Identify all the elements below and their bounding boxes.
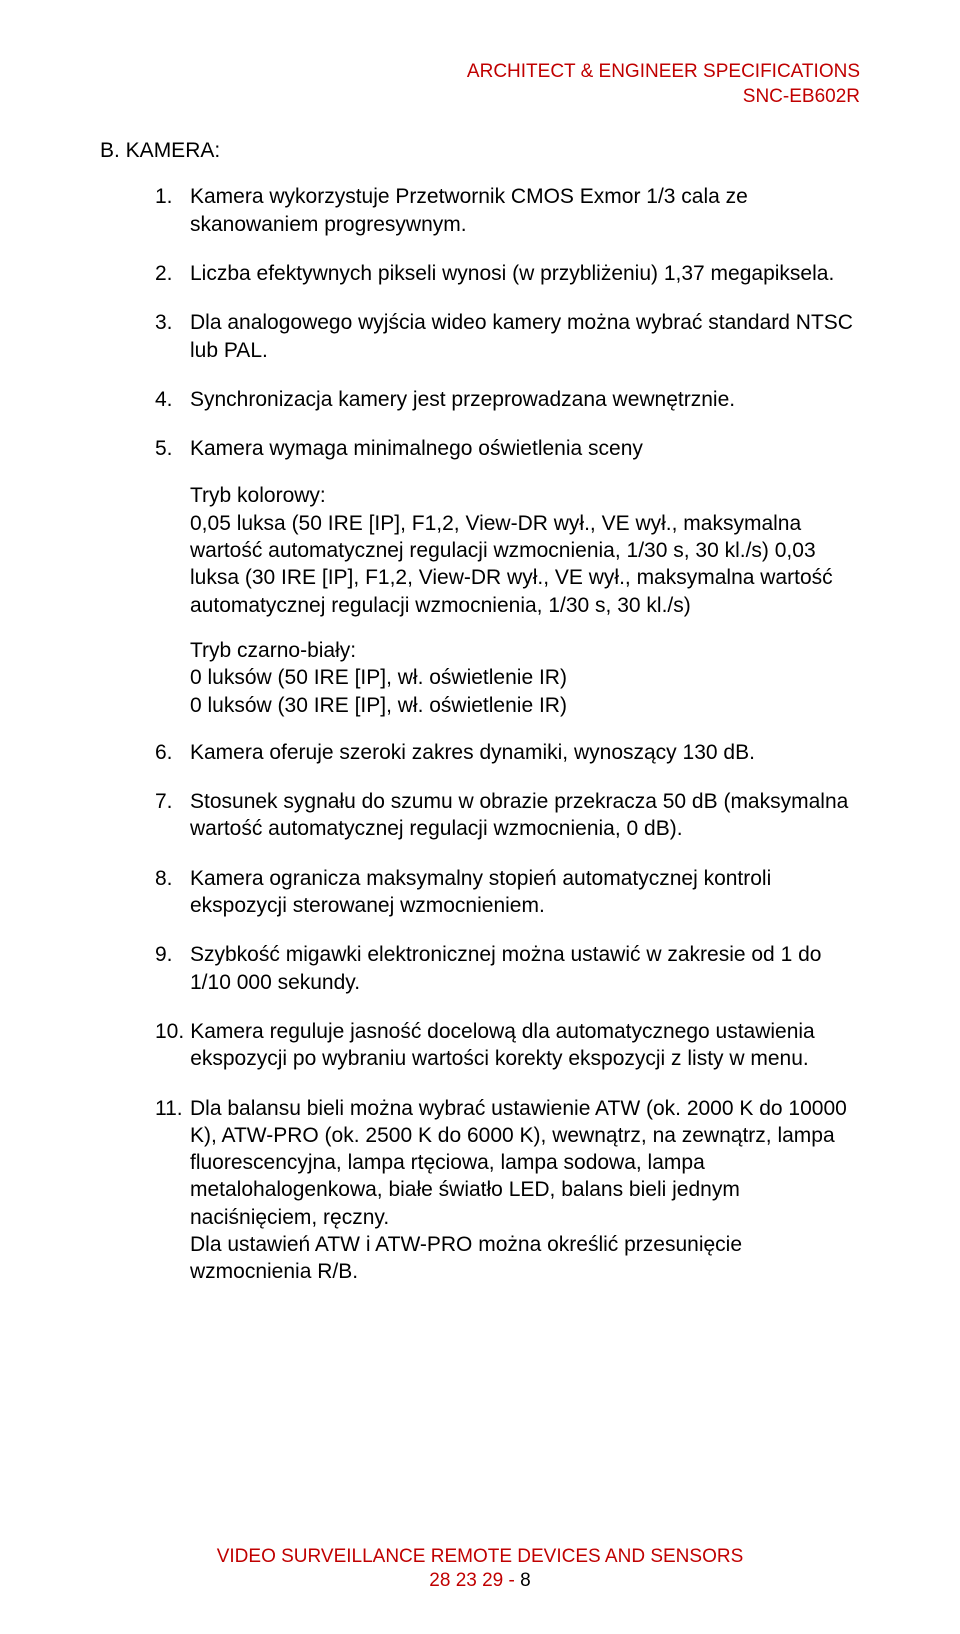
list-num: 9. [155,941,190,996]
list-item: 3. Dla analogowego wyjścia wideo kamery … [155,309,860,364]
list-text: Liczba efektywnych pikseli wynosi (w prz… [190,260,860,287]
list-item: 7. Stosunek sygnału do szumu w obrazie p… [155,788,860,843]
color-mode-label: Tryb kolorowy: [190,482,860,509]
item5-sub: Tryb kolorowy: 0,05 luksa (50 IRE [IP], … [190,482,860,718]
list-item: 2. Liczba efektywnych pikseli wynosi (w … [155,260,860,287]
item5-intro: Kamera wymaga minimalnego oświetlenia sc… [190,435,860,462]
list-num: 6. [155,739,190,766]
list-num: 10. [155,1018,190,1073]
footer-prefix: 28 23 29 - [429,1570,520,1591]
list-text: Szybkość migawki elektronicznej można us… [190,941,860,996]
header-spec: ARCHITECT & ENGINEER SPECIFICATIONS SNC-… [100,60,860,109]
spec-list: 1. Kamera wykorzystuje Przetwornik CMOS … [100,183,860,1285]
footer: VIDEO SURVEILLANCE REMOTE DEVICES AND SE… [0,1545,960,1594]
list-num: 3. [155,309,190,364]
list-item: 11. Dla balansu bieli można wybrać ustaw… [155,1095,860,1286]
bw-mode-label: Tryb czarno-biały: [190,637,860,664]
list-num: 4. [155,386,190,413]
header-line1: ARCHITECT & ENGINEER SPECIFICATIONS [100,60,860,85]
list-item: 8. Kamera ogranicza maksymalny stopień a… [155,865,860,920]
list-text: Kamera reguluje jasność docelową dla aut… [190,1018,860,1073]
list-item: 5. Kamera wymaga minimalnego oświetlenia… [155,435,860,739]
list-text: Kamera oferuje szeroki zakres dynamiki, … [190,739,860,766]
list-num: 7. [155,788,190,843]
bw-mode-block: Tryb czarno-biały: 0 luksów (50 IRE [IP]… [190,637,860,719]
list-item: 4. Synchronizacja kamery jest przeprowad… [155,386,860,413]
list-item: 9. Szybkość migawki elektronicznej można… [155,941,860,996]
list-text: Kamera ogranicza maksymalny stopień auto… [190,865,860,920]
color-mode-block: Tryb kolorowy: 0,05 luksa (50 IRE [IP], … [190,482,860,618]
list-num: 8. [155,865,190,920]
list-text: Dla balansu bieli można wybrać ustawieni… [190,1095,860,1286]
header-line2: SNC-EB602R [100,85,860,110]
list-item: 10. Kamera reguluje jasność docelową dla… [155,1018,860,1073]
section-title: B. KAMERA: [100,139,860,163]
list-num: 1. [155,183,190,238]
list-item: 1. Kamera wykorzystuje Przetwornik CMOS … [155,183,860,238]
list-item: 6. Kamera oferuje szeroki zakres dynamik… [155,739,860,766]
list-text: Kamera wymaga minimalnego oświetlenia sc… [190,435,860,739]
list-num: 11. [155,1095,190,1286]
footer-line2: 28 23 29 - 8 [0,1569,960,1594]
list-text: Synchronizacja kamery jest przeprowadzan… [190,386,860,413]
footer-page: 8 [520,1570,531,1591]
footer-line1: VIDEO SURVEILLANCE REMOTE DEVICES AND SE… [0,1545,960,1570]
list-num: 5. [155,435,190,739]
list-num: 2. [155,260,190,287]
list-text: Kamera wykorzystuje Przetwornik CMOS Exm… [190,183,860,238]
color-mode-text: 0,05 luksa (50 IRE [IP], F1,2, View-DR w… [190,510,860,619]
list-text: Stosunek sygnału do szumu w obrazie prze… [190,788,860,843]
bw-mode-line1: 0 luksów (50 IRE [IP], wł. oświetlenie I… [190,664,860,691]
list-text: Dla analogowego wyjścia wideo kamery moż… [190,309,860,364]
bw-mode-line2: 0 luksów (30 IRE [IP], wł. oświetlenie I… [190,692,860,719]
